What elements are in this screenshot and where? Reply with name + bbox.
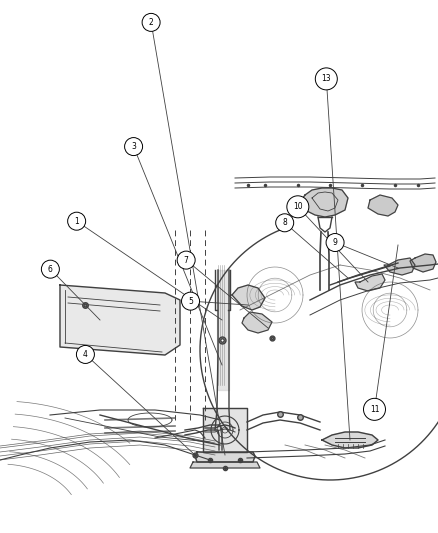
Circle shape [364, 398, 385, 421]
Circle shape [41, 260, 60, 278]
Polygon shape [242, 312, 272, 333]
Text: 3: 3 [131, 142, 136, 151]
Circle shape [287, 196, 309, 218]
Circle shape [142, 13, 160, 31]
Polygon shape [232, 285, 265, 310]
Text: 10: 10 [293, 203, 303, 211]
Circle shape [276, 214, 294, 232]
Text: 13: 13 [321, 75, 331, 83]
Polygon shape [355, 274, 385, 291]
Circle shape [326, 233, 344, 252]
Polygon shape [60, 285, 180, 355]
Polygon shape [195, 452, 255, 462]
Text: 2: 2 [149, 18, 153, 27]
Text: 1: 1 [74, 217, 79, 225]
Text: 9: 9 [332, 238, 338, 247]
Polygon shape [300, 188, 348, 217]
Polygon shape [190, 462, 260, 468]
Text: 6: 6 [48, 265, 53, 273]
Circle shape [177, 251, 195, 269]
Polygon shape [322, 432, 378, 448]
Circle shape [76, 345, 95, 364]
Text: 11: 11 [370, 405, 379, 414]
Circle shape [124, 138, 143, 156]
Polygon shape [368, 195, 398, 216]
Polygon shape [410, 254, 436, 272]
Polygon shape [203, 408, 247, 452]
Polygon shape [384, 258, 415, 275]
Text: 5: 5 [188, 297, 193, 305]
Circle shape [315, 68, 337, 90]
Circle shape [67, 212, 86, 230]
Text: 7: 7 [184, 256, 189, 264]
Text: 4: 4 [83, 350, 88, 359]
Text: 8: 8 [283, 219, 287, 227]
Circle shape [181, 292, 200, 310]
